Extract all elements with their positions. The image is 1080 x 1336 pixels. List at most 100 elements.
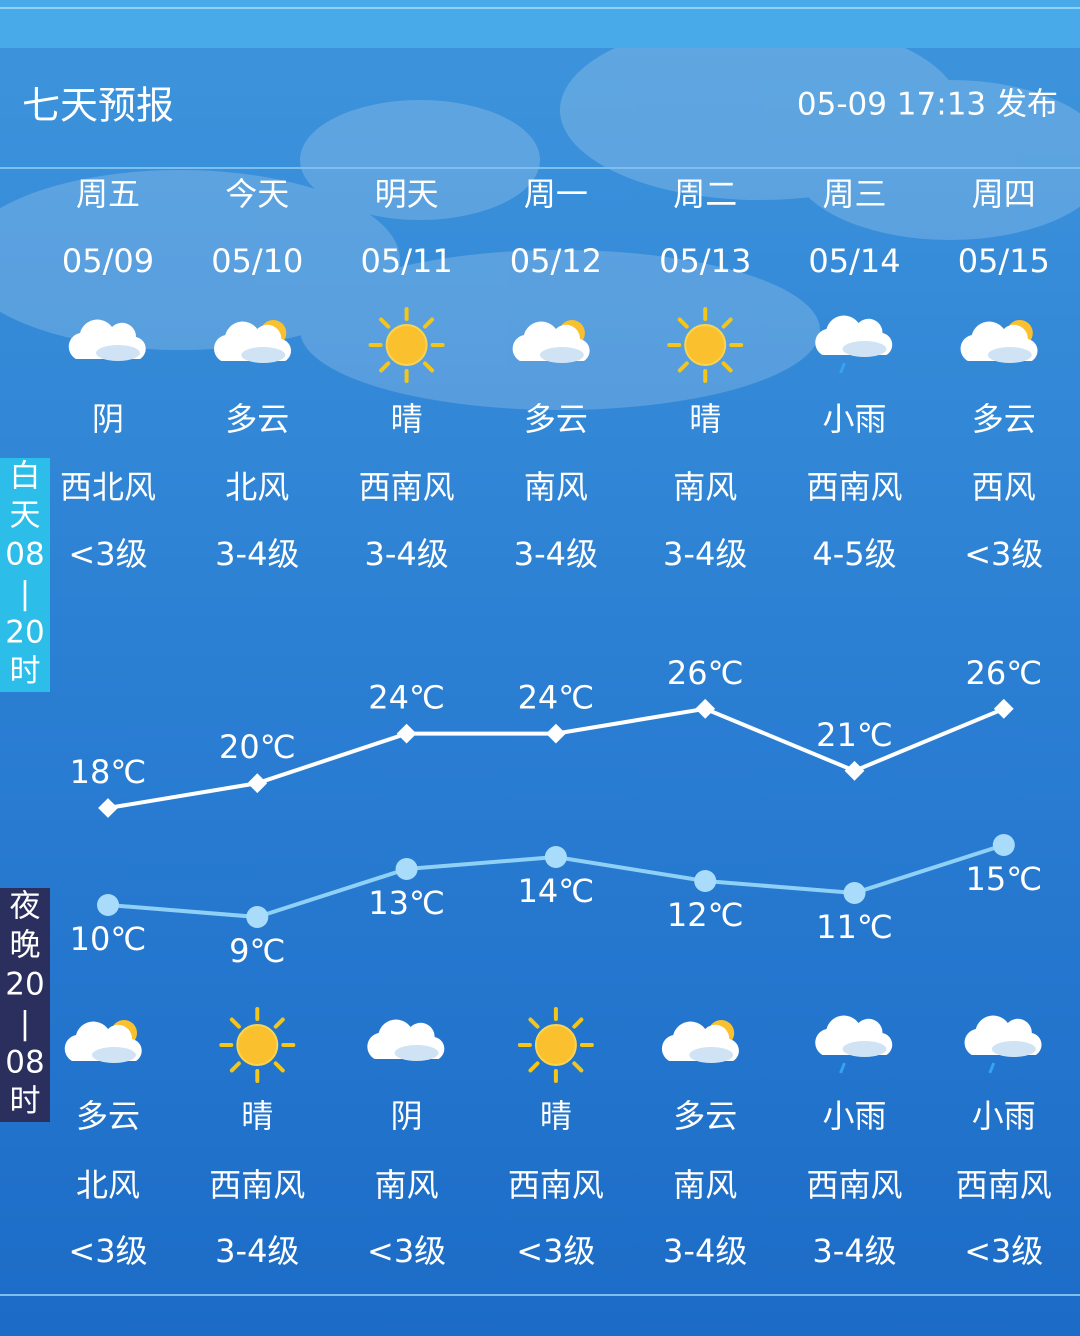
sun-disc [534, 1024, 577, 1066]
sun-disc [385, 324, 428, 366]
sun-ray [572, 1061, 584, 1073]
high-temp-point [844, 760, 865, 781]
low-temp-point [97, 894, 119, 916]
day-weather: 晴 [689, 400, 721, 438]
date: 05/09 [62, 242, 154, 280]
night-weather: 晴 [241, 1097, 273, 1135]
day-weather: 小雨 [822, 400, 886, 438]
low-temp-label: 13℃ [368, 884, 445, 922]
day-wind-level: 3-4级 [663, 535, 747, 573]
side-label: | [20, 576, 30, 612]
weekday: 周三 [822, 175, 886, 213]
high-temp-label: 26℃ [667, 654, 744, 692]
weather-icon [815, 315, 893, 374]
sun-ray [677, 361, 689, 373]
side-label: 夜 [10, 889, 41, 925]
sun-ray [379, 317, 391, 329]
weather-icon [964, 1015, 1042, 1074]
high-temp-point [396, 723, 417, 744]
side-label: 08 [5, 1045, 44, 1081]
night-weather: 多云 [673, 1097, 737, 1135]
low-temp-label: 14℃ [518, 872, 595, 910]
cloud-shade [842, 1041, 887, 1057]
night-wind-level: <3级 [964, 1232, 1043, 1270]
night-wind: 南风 [375, 1166, 439, 1204]
high-temp-point [993, 698, 1014, 719]
night-wind-level: <3级 [68, 1232, 147, 1270]
side-label: 白 [10, 459, 41, 495]
day-wind: 西北风 [60, 468, 156, 506]
night-wind-level: <3级 [367, 1232, 446, 1270]
weekday: 周二 [673, 175, 737, 213]
day-weather: 多云 [972, 400, 1036, 438]
day-weather: 多云 [524, 400, 588, 438]
sun-ray [273, 1017, 285, 1029]
day-wind: 西南风 [806, 468, 902, 506]
day-wind-level: 3-4级 [364, 535, 448, 573]
high-temp-label: 21℃ [816, 716, 893, 754]
cloud-shade [96, 345, 140, 361]
day-wind-level: 3-4级 [215, 535, 299, 573]
low-temp-point [395, 858, 418, 880]
low-temp-point [694, 870, 717, 892]
day-wind-level: <3级 [68, 535, 147, 573]
weather-icon [64, 1020, 142, 1063]
cloud-shade [689, 1047, 734, 1063]
day-wind: 西南风 [359, 468, 455, 506]
rain-drop [839, 1062, 846, 1074]
weather-icon [517, 1007, 594, 1083]
day-wind: 南风 [673, 468, 737, 506]
high-temp-label: 20℃ [219, 728, 296, 766]
weather-icon [815, 1015, 893, 1074]
cloud-shade [394, 1045, 439, 1061]
date: 05/14 [808, 242, 900, 280]
night-weather: 多云 [76, 1097, 140, 1135]
night-weather: 小雨 [972, 1097, 1036, 1135]
low-temp-point [843, 882, 866, 904]
day-wind: 西风 [972, 468, 1036, 506]
low-temp-label: 12℃ [667, 896, 744, 934]
night-label-box [0, 888, 50, 1122]
day-weather: 多云 [225, 400, 289, 438]
day-wind-level: 3-4级 [514, 535, 598, 573]
side-label: 晚 [10, 928, 41, 964]
day-weather: 阴 [92, 400, 124, 438]
high-temp-label: 18℃ [70, 753, 147, 791]
side-label: 20 [5, 615, 44, 651]
low-temp-label: 11℃ [816, 908, 893, 946]
date: 05/13 [659, 242, 751, 280]
side-label: | [20, 1006, 30, 1042]
high-temp-point [695, 698, 716, 719]
night-wind: 西南风 [956, 1166, 1052, 1204]
date: 05/15 [958, 242, 1050, 280]
cloud-shade [987, 347, 1032, 363]
weekday: 周五 [76, 175, 140, 213]
night-weather: 阴 [391, 1097, 423, 1135]
sun-ray [677, 317, 689, 329]
cloud-shade [241, 347, 286, 363]
side-label: 天 [10, 498, 41, 534]
low-temp-point [246, 906, 269, 928]
night-wind-level: <3级 [516, 1232, 595, 1270]
sun-ray [528, 1061, 540, 1073]
cloud-shade [991, 1041, 1036, 1057]
weather-icon [68, 319, 146, 361]
sun-ray [721, 317, 733, 329]
rain-drop [839, 362, 846, 374]
sun-ray [528, 1017, 540, 1029]
side-label: 08 [5, 537, 44, 573]
sun-ray [422, 361, 435, 373]
high-temp-label: 26℃ [965, 654, 1042, 692]
high-temp-point [546, 723, 566, 744]
high-temp-point [247, 773, 268, 794]
cloud-shade [92, 1047, 136, 1063]
low-temp-label: 15℃ [965, 860, 1042, 898]
weather-icon [219, 1007, 296, 1083]
date: 05/10 [211, 242, 303, 280]
rain-drop [988, 1062, 996, 1074]
weekday: 周一 [524, 175, 588, 213]
day-wind: 北风 [225, 468, 289, 506]
night-wind-level: 3-4级 [812, 1232, 896, 1270]
